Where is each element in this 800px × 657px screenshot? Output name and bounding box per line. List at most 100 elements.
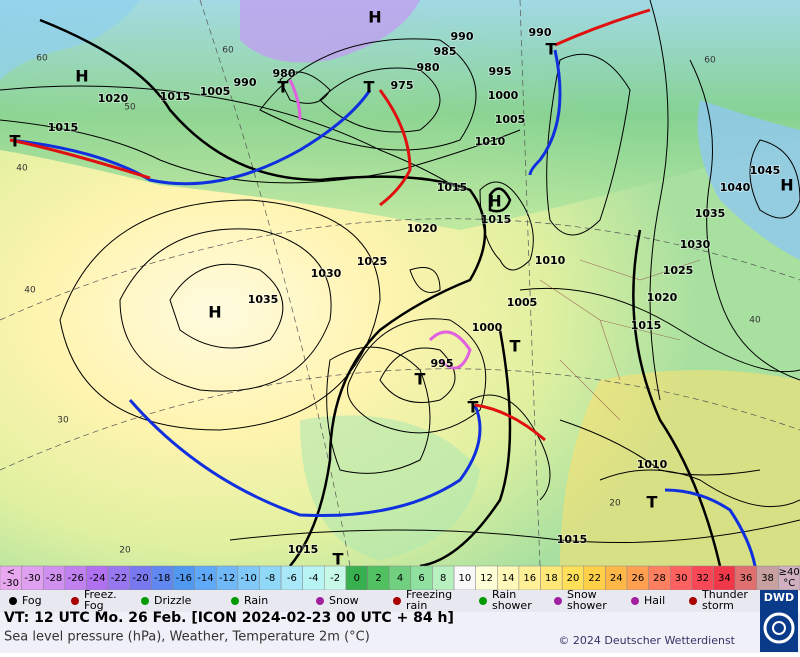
weather-label: Fog — [22, 594, 42, 607]
weather-label: Hail — [644, 594, 665, 607]
scale-label: -2 — [330, 573, 340, 584]
weather-symbol — [554, 597, 562, 605]
pressure-label: 1010 — [637, 458, 668, 471]
scale-label: -22 — [111, 573, 127, 584]
pressure-label: 1005 — [200, 85, 231, 98]
pressure-label: 990 — [529, 26, 552, 39]
pressure-label: 1015 — [481, 213, 512, 226]
pressure-center: H — [75, 67, 88, 86]
scale-label: -20 — [132, 573, 148, 584]
scale-label: 8 — [440, 573, 446, 584]
scale-label: -14 — [197, 573, 213, 584]
scale-label: 4 — [397, 573, 403, 584]
pressure-label: 1000 — [472, 321, 503, 334]
pressure-center: T — [333, 550, 344, 569]
temperature-label: 20 — [119, 546, 131, 556]
weather-symbol — [141, 597, 149, 605]
scale-label: 0 — [354, 573, 360, 584]
warm-region — [560, 370, 800, 566]
temperature-label: 50 — [124, 103, 136, 113]
weather-label: storm — [702, 599, 734, 612]
weather-label: Drizzle — [154, 594, 192, 607]
weather-label: Rain — [244, 594, 268, 607]
pressure-center: T — [510, 337, 521, 356]
pressure-center: T — [10, 132, 21, 151]
scale-label: ≥40 — [779, 567, 800, 578]
scale-label: -18 — [154, 573, 170, 584]
pressure-center: H — [368, 8, 381, 27]
scale-label: 16 — [523, 573, 536, 584]
scale-label: 26 — [631, 573, 644, 584]
copyright: © 2024 Deutscher Wetterdienst — [558, 634, 735, 647]
scale-label: -26 — [68, 573, 84, 584]
scale-label: 22 — [588, 573, 601, 584]
weather-label: Snow — [329, 594, 359, 607]
pressure-label: 1005 — [495, 113, 526, 126]
weather-symbol — [393, 597, 401, 605]
pressure-label: 1025 — [663, 264, 694, 277]
valid-time: VT: 12 UTC Mo. 26 Feb. [ICON 2024-02-23 … — [4, 610, 454, 626]
weather-symbol — [316, 597, 324, 605]
pressure-center: T — [364, 78, 375, 97]
scale-label: 2 — [375, 573, 381, 584]
pressure-label: 1015 — [48, 121, 79, 134]
temperature-label: 40 — [16, 164, 28, 174]
scale-label: -16 — [176, 573, 192, 584]
weather-symbol — [689, 597, 697, 605]
scale-label: 38 — [761, 573, 774, 584]
pressure-label: 1015 — [631, 319, 662, 332]
temperature-label: 20 — [609, 499, 621, 509]
scale-label: 32 — [696, 573, 709, 584]
pressure-center: T — [415, 370, 426, 389]
scale-label: 12 — [480, 573, 493, 584]
pressure-label: 1015 — [288, 543, 319, 556]
weather-symbol — [71, 597, 79, 605]
pressure-center: H — [208, 303, 221, 322]
scale-label: -10 — [240, 573, 256, 584]
scale-label: -4 — [309, 573, 319, 584]
scale-label: -24 — [89, 573, 105, 584]
pressure-label: 1045 — [750, 164, 781, 177]
scale-label: -28 — [46, 573, 62, 584]
scale-label: -6 — [287, 573, 297, 584]
pressure-label: 995 — [489, 65, 512, 78]
pressure-label: 1035 — [695, 207, 726, 220]
pressure-label: 990 — [234, 76, 257, 89]
weather-label: shower — [567, 599, 607, 612]
scale-label: 34 — [718, 573, 731, 584]
pressure-label: 1000 — [488, 89, 519, 102]
pressure-label: 1030 — [680, 238, 711, 251]
pressure-label: 1015 — [160, 90, 191, 103]
weather-symbol — [479, 597, 487, 605]
temperature-label: 40 — [24, 286, 36, 296]
scale-label: °C — [783, 578, 795, 589]
temperature-scale: <-30-30-28-26-24-22-20-18-16-14-12-10-8-… — [0, 566, 800, 590]
scale-label: 18 — [545, 573, 558, 584]
pressure-label: 1015 — [437, 181, 468, 194]
scale-label: 10 — [458, 573, 471, 584]
pressure-label: 1010 — [475, 135, 506, 148]
scale-label: -30 — [3, 578, 19, 589]
scale-label: -12 — [219, 573, 235, 584]
scale-label: 28 — [653, 573, 666, 584]
pressure-label: 990 — [451, 30, 474, 43]
pressure-label: 1035 — [248, 293, 279, 306]
temperature-label: 40 — [749, 316, 761, 326]
pressure-label: 995 — [431, 357, 454, 370]
pressure-label: 985 — [434, 45, 457, 58]
pressure-center: T — [278, 78, 289, 97]
pressure-label: 1030 — [311, 267, 342, 280]
temperature-label: 60 — [704, 56, 716, 66]
pressure-center: T — [647, 493, 658, 512]
pressure-label: 1020 — [407, 222, 438, 235]
pressure-label: 1005 — [507, 296, 538, 309]
pressure-label: 1040 — [720, 181, 751, 194]
scale-label: 6 — [418, 573, 424, 584]
scale-label: -8 — [265, 573, 275, 584]
temperature-label: 30 — [57, 416, 69, 426]
scale-label: 20 — [567, 573, 580, 584]
weather-symbol — [231, 597, 239, 605]
scale-label: 36 — [740, 573, 753, 584]
scale-label: 30 — [675, 573, 688, 584]
